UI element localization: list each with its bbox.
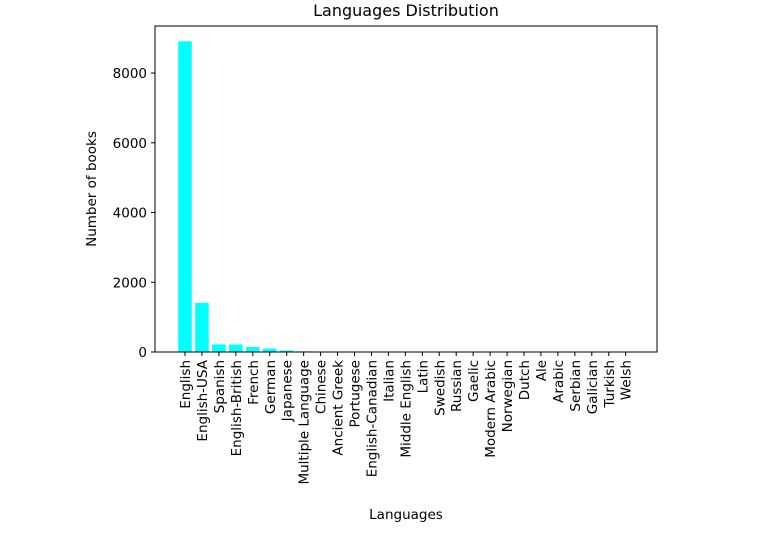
chart-title: Languages Distribution bbox=[313, 1, 499, 20]
x-axis: English English-USA Spanish English-British… bbox=[178, 352, 635, 485]
x-tick-label: Gaelic bbox=[466, 360, 482, 402]
bar bbox=[178, 41, 192, 353]
x-tick-label: Galician bbox=[585, 360, 601, 414]
x-axis-title: Languages bbox=[369, 507, 443, 523]
x-tick-label: English-Canadian bbox=[364, 360, 380, 477]
x-tick-label: Turkish bbox=[602, 360, 618, 408]
x-tick-label: Portugese bbox=[348, 360, 364, 428]
x-tick-label: Norwegian bbox=[500, 360, 516, 432]
bar bbox=[229, 344, 243, 352]
y-axis: 0 2000 4000 6000 8000 bbox=[113, 66, 155, 361]
x-tick-label: Russian bbox=[449, 360, 465, 412]
x-tick-label: French bbox=[246, 360, 262, 405]
x-tick-label: German bbox=[263, 360, 279, 414]
x-tick-label: Multiple Language bbox=[297, 360, 313, 485]
x-tick-label: Swedish bbox=[432, 360, 448, 416]
bar bbox=[212, 344, 226, 352]
x-tick-label: Italian bbox=[381, 360, 397, 402]
bar bbox=[246, 346, 260, 352]
x-tick-label: Welsh bbox=[619, 360, 635, 400]
y-tick-label: 2000 bbox=[113, 275, 147, 291]
x-tick-label: English-British bbox=[229, 360, 245, 456]
x-tick-label: Ale bbox=[534, 360, 550, 381]
x-tick-label: Middle English bbox=[398, 360, 414, 458]
x-tick-label: English bbox=[178, 360, 194, 409]
plot-frame bbox=[154, 25, 658, 353]
y-tick-label: 0 bbox=[138, 345, 147, 361]
x-tick-label: Modern Arabic bbox=[483, 360, 499, 458]
y-tick-label: 8000 bbox=[113, 66, 147, 82]
x-tick-label: Dutch bbox=[517, 360, 533, 400]
x-tick-label: Chinese bbox=[314, 360, 330, 414]
x-tick-label: English-USA bbox=[195, 359, 211, 441]
y-tick-label: 6000 bbox=[113, 136, 147, 152]
x-tick-label: Latin bbox=[415, 360, 431, 393]
y-tick-label: 4000 bbox=[113, 206, 147, 222]
y-axis-title: Number of books bbox=[84, 131, 100, 247]
x-tick-label: Arabic bbox=[551, 360, 567, 403]
bar bbox=[279, 350, 294, 352]
bar bbox=[195, 302, 209, 352]
x-tick-label: Serbian bbox=[568, 360, 584, 412]
x-tick-label: Spanish bbox=[212, 360, 228, 413]
x-tick-label: Japanese bbox=[280, 360, 296, 422]
bar bbox=[263, 348, 277, 352]
x-tick-label: Ancient Greek bbox=[331, 360, 347, 456]
bars bbox=[178, 41, 633, 353]
